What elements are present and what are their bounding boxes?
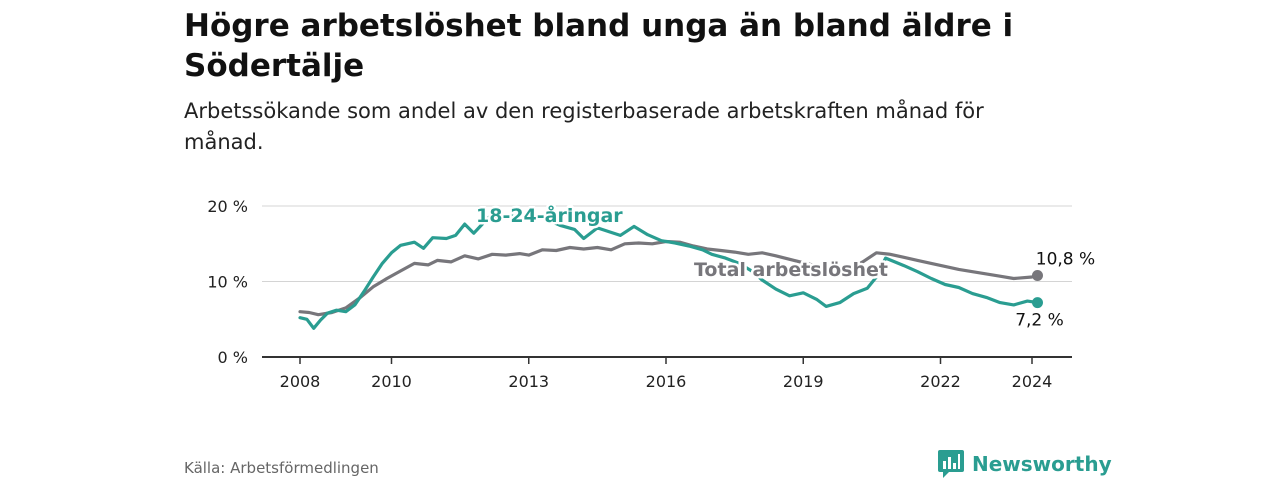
youth-end-value-label: 7,2 %: [1015, 311, 1064, 331]
x-tick-label: 2010: [371, 372, 412, 391]
y-tick-label: 20 %: [207, 197, 248, 216]
newsworthy-logo-icon: [938, 450, 964, 478]
series-lines: [298, 212, 1043, 330]
total-series-line: [298, 239, 1040, 317]
y-tick-label: 0 %: [218, 348, 248, 367]
line-chart: 0 % 10 % 20 % 2008 2010 2013 2016 2019 2022 2024…: [207, 197, 1096, 391]
total-end-value-label: 10,8 %: [1036, 249, 1095, 269]
youth-series-label-halo: 18-24-åringar: [476, 203, 623, 227]
total-series-label-halo: Total arbetslöshet: [694, 259, 888, 281]
y-axis: 0 % 10 % 20 %: [207, 197, 248, 367]
brand-logo[interactable]: Newsworthy: [938, 449, 1112, 479]
y-tick-label: 10 %: [207, 273, 248, 292]
brand-name: Newsworthy: [972, 452, 1112, 476]
youth-series-label: 18-24-åringar: [476, 203, 623, 227]
youth-end-point: [1031, 297, 1043, 309]
x-tick-label: 2022: [920, 372, 961, 391]
x-tick-label: 2013: [508, 372, 549, 391]
chart-subtitle: Arbetssökande som andel av den registerb…: [184, 99, 984, 154]
x-tick-label: 2008: [280, 372, 321, 391]
total-series-label: Total arbetslöshet: [694, 259, 888, 281]
total-end-point: [1031, 269, 1043, 281]
x-tick-label: 2019: [783, 372, 824, 391]
x-tick-label: 2024: [1012, 372, 1053, 391]
x-axis: 2008 2010 2013 2016 2019 2022 2024: [280, 357, 1053, 391]
chart-title: Högre arbetslöshet bland unga än bland ä…: [184, 8, 1014, 84]
x-tick-label: 2016: [646, 372, 687, 391]
source-note: Källa: Arbetsförmedlingen: [184, 459, 379, 477]
youth-series-line: [298, 212, 1040, 330]
